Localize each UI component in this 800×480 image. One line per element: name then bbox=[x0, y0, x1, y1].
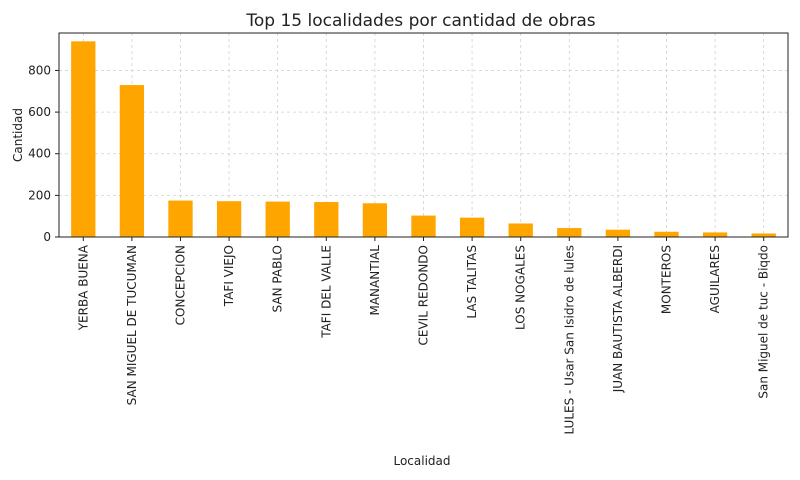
x-tick-label: CONCEPCION bbox=[174, 245, 188, 325]
x-tick-label: TAFI DEL VALLE bbox=[319, 245, 333, 339]
x-tick-label: MONTEROS bbox=[660, 245, 674, 314]
bars-layer bbox=[71, 41, 776, 237]
x-tick-label: LAS TALITAS bbox=[465, 245, 479, 319]
y-tick-label: 200 bbox=[28, 188, 51, 202]
y-tick-label: 600 bbox=[28, 105, 51, 119]
x-tick-label: AGUILARES bbox=[708, 245, 722, 313]
bar bbox=[265, 201, 290, 237]
y-tick-label: 400 bbox=[28, 147, 51, 161]
y-tick-label: 800 bbox=[28, 63, 51, 77]
x-tick-label: SAN MIGUEL DE TUCUMAN bbox=[125, 245, 139, 405]
x-tick-label: MANANTIAL bbox=[368, 245, 382, 316]
x-tick-label: CEVIL REDONDO bbox=[417, 245, 431, 345]
x-tick-label: LULES - Usar San Isidro de lules bbox=[562, 245, 576, 435]
bar bbox=[557, 228, 582, 237]
y-tick-label: 0 bbox=[43, 230, 51, 244]
x-tick-label: JUAN BAUTISTA ALBERDI bbox=[611, 245, 625, 393]
bar bbox=[508, 223, 533, 237]
bar bbox=[119, 85, 145, 237]
y-axis-ticks: 0 200 400 600 800 bbox=[28, 63, 59, 244]
x-axis-label: Localidad bbox=[393, 454, 450, 468]
bar bbox=[605, 229, 631, 237]
x-tick-label: TAFI VIEJO bbox=[222, 245, 236, 307]
bar bbox=[654, 231, 679, 237]
plot-frame bbox=[58, 32, 789, 238]
x-tick-label: YERBA BUENA bbox=[76, 244, 90, 331]
bar bbox=[459, 217, 485, 237]
bar bbox=[362, 203, 388, 237]
bar bbox=[751, 233, 776, 237]
chart-title: Top 15 localidades por cantidad de obras bbox=[245, 11, 595, 31]
bar bbox=[702, 232, 728, 237]
x-tick-label: San Miguel de tuc - Biqdo bbox=[757, 245, 771, 399]
bar bbox=[216, 201, 242, 237]
bar bbox=[314, 202, 339, 237]
bar bbox=[71, 41, 96, 237]
bar bbox=[411, 215, 436, 237]
x-tick-label: SAN PABLO bbox=[271, 245, 285, 312]
bar bbox=[168, 200, 193, 237]
x-axis-ticks: YERBA BUENA SAN MIGUEL DE TUCUMAN CONCEPCI… bbox=[76, 237, 771, 435]
x-tick-label: LOS NOGALES bbox=[514, 245, 528, 330]
y-axis-label: Cantidad bbox=[11, 108, 25, 162]
